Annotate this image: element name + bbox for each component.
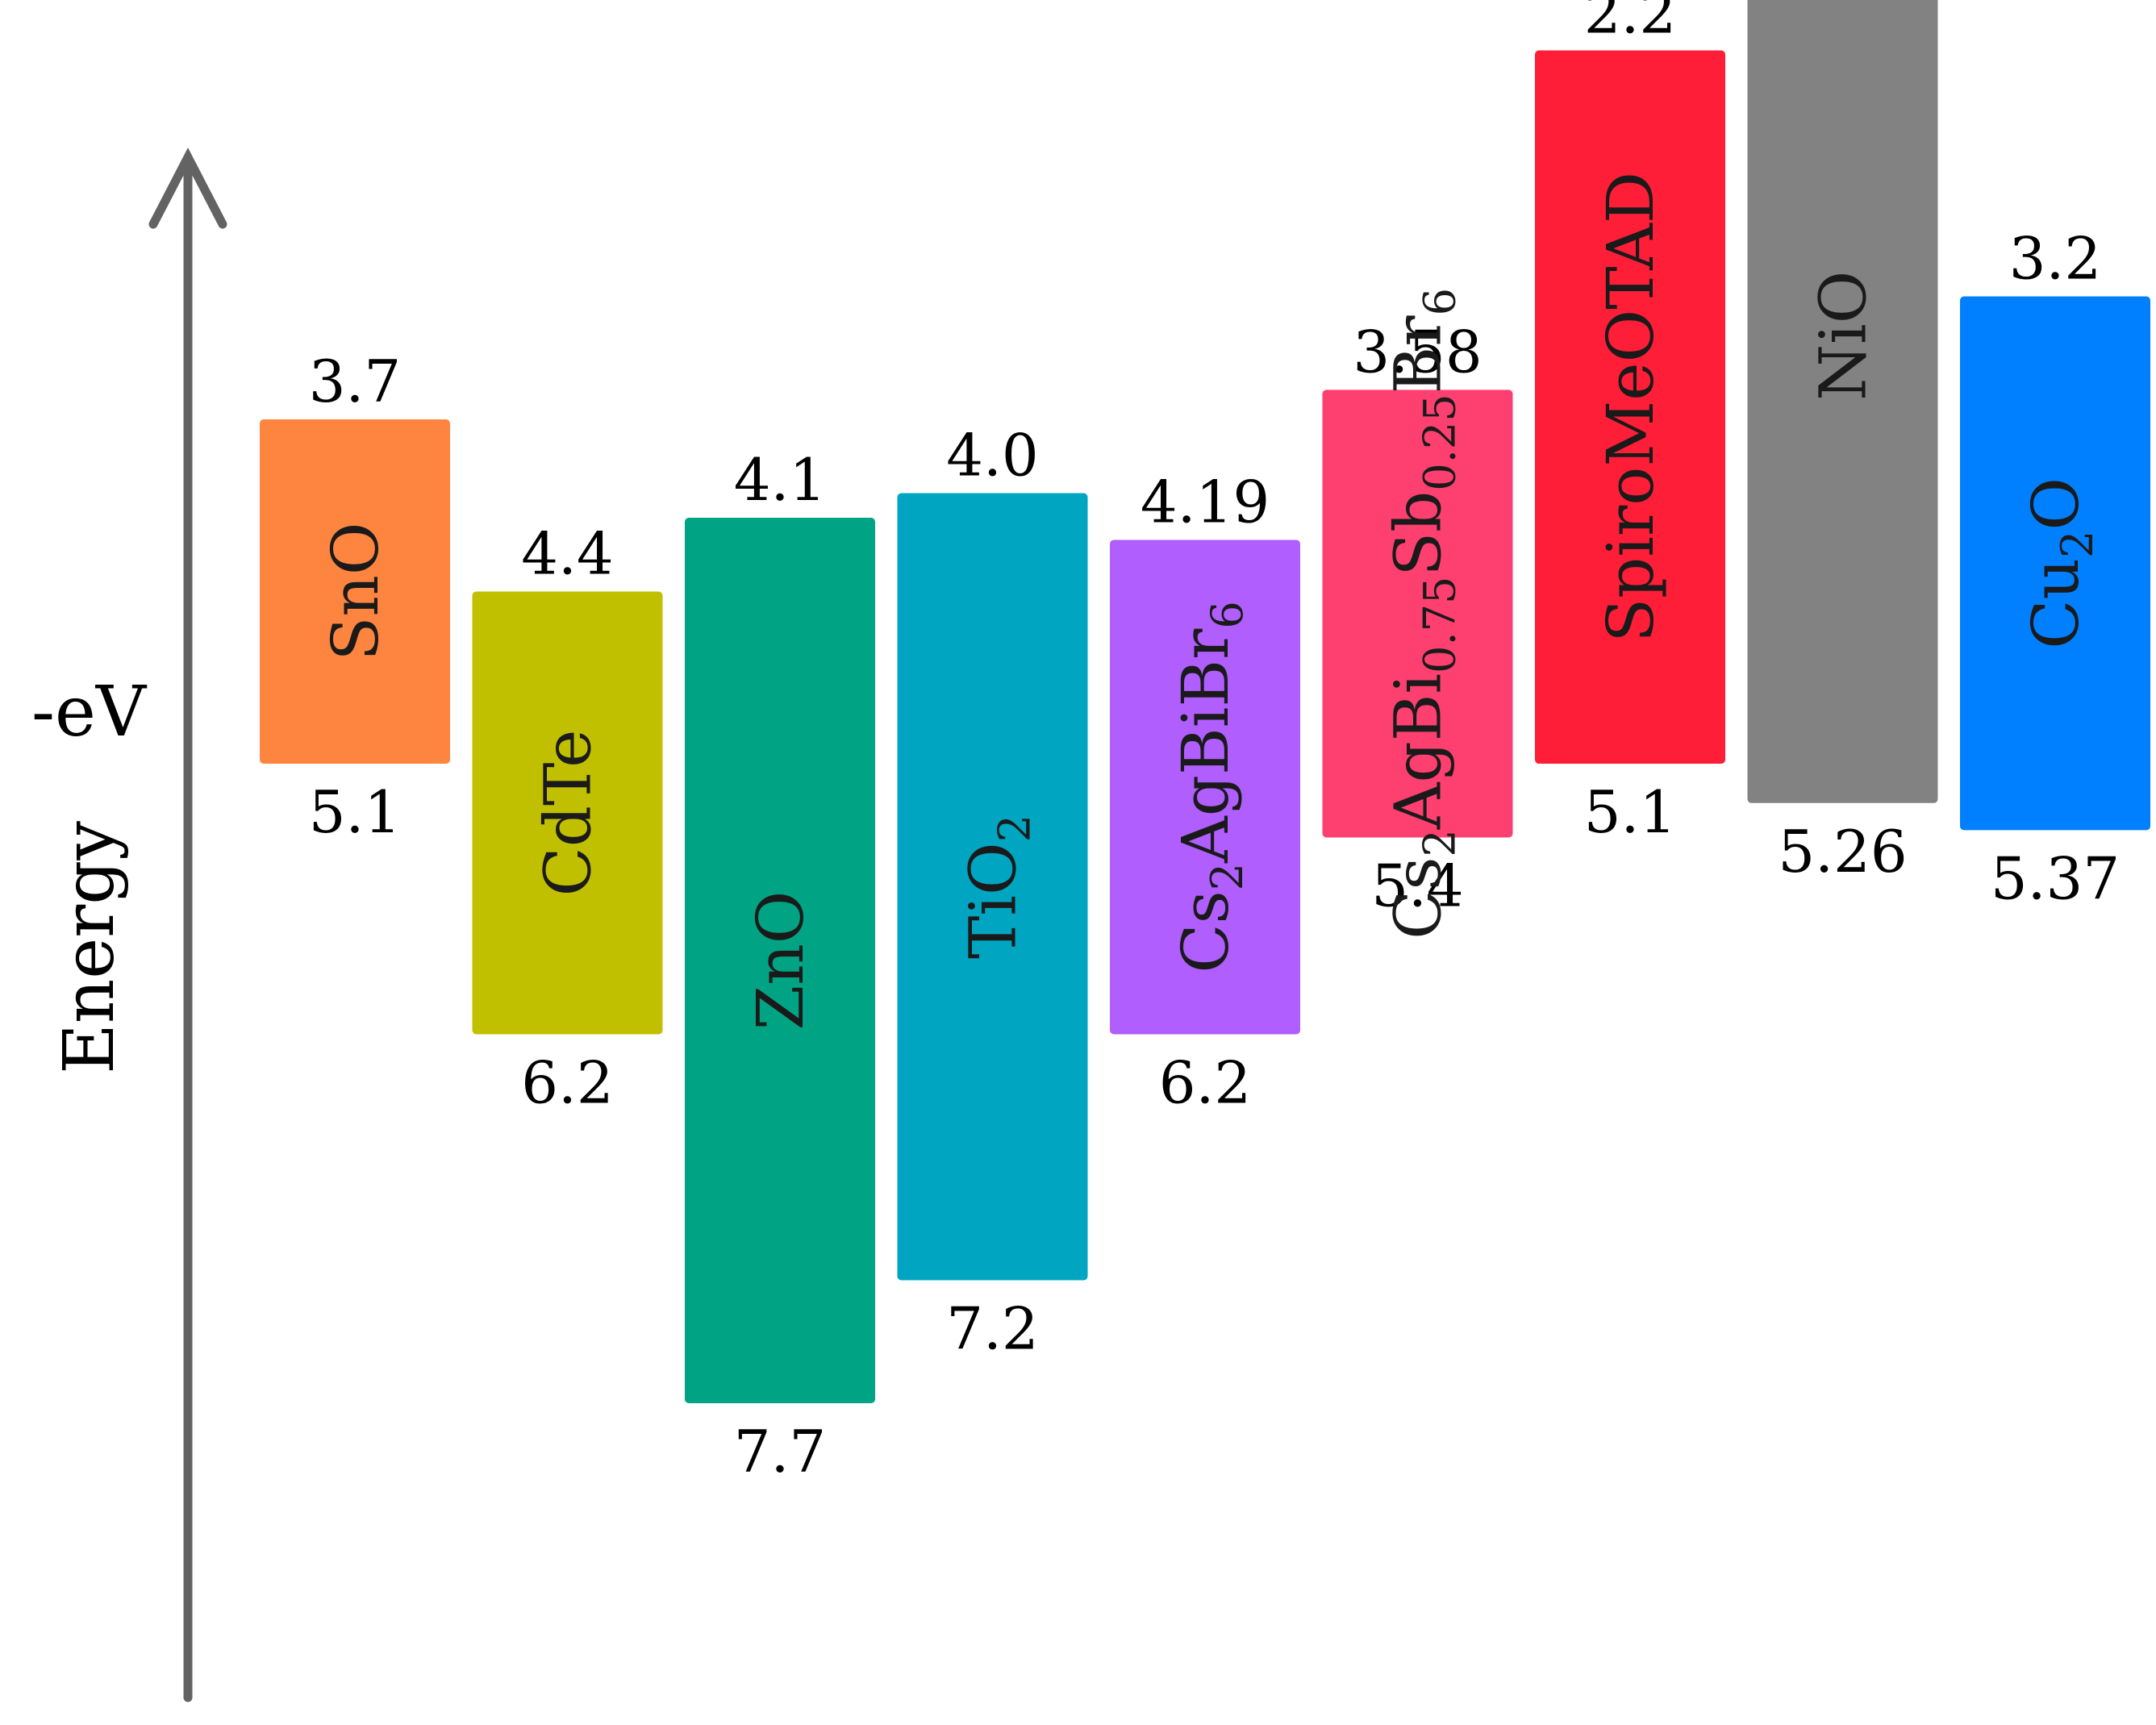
energy-axis (148, 148, 227, 1702)
band-bars: 3.7 5.1 SnO 4.4 6.2 CdTe 4.1 7.7 ZnO 4.0 7.2 TiO2 4.… (260, 0, 2150, 1485)
energy-axis-arrowhead (148, 148, 227, 229)
top-value-zno: 4.1 (734, 446, 827, 514)
top-value-cs2agbibr6: 4.19 (1141, 468, 1270, 535)
bottom-value-cs2agbibr6: 6.2 (1159, 1049, 1252, 1117)
label-spiromeotad: SpiroMeOTAD (1593, 172, 1668, 643)
label-nio: NiO (1806, 271, 1881, 401)
label-cdte: CdTe (531, 730, 606, 897)
axis-label-energy: Energy (49, 821, 130, 1074)
bottom-value-zno: 7.7 (734, 1418, 827, 1485)
bar-spiromeotad (1535, 50, 1725, 764)
bottom-value-sno: 5.1 (309, 778, 402, 846)
bottom-value-cs2agbi0-75sb0-25br6: 5.4 (1371, 852, 1464, 920)
top-value-tio2: 4.0 (946, 422, 1039, 490)
label-cs2agbi0-75sb0-25br6: Cs2AgBi0.75Sb0.25Br6 (1381, 288, 1466, 940)
axis-label-unit: -eV (31, 672, 148, 752)
top-value-spiromeotad: 2.2 (1584, 0, 1677, 47)
bar-cs2agbi0-75sb0-25br6 (1322, 390, 1513, 838)
label-cu2o: Cu2O (2018, 477, 2103, 649)
label-tio2: TiO2 (956, 815, 1040, 959)
bottom-value-spiromeotad: 5.1 (1584, 778, 1677, 846)
bar-sno (260, 419, 450, 764)
bar-tio2 (897, 493, 1088, 1281)
bar-cu2o (1960, 296, 2150, 831)
bar-cdte (472, 591, 663, 1035)
bar-nio (1747, 0, 1938, 803)
top-value-cdte: 4.4 (521, 520, 614, 588)
label-zno: ZnO (743, 891, 818, 1031)
label-sno: SnO (318, 523, 393, 661)
label-cs2agbibr6: Cs2AgBiBr6 (1168, 601, 1253, 973)
top-value-cu2o: 3.2 (2009, 225, 2102, 293)
bottom-value-cdte: 6.2 (521, 1049, 614, 1117)
bottom-value-cu2o: 5.37 (1991, 844, 2120, 912)
bottom-value-nio: 5.26 (1778, 818, 1907, 885)
bottom-value-tio2: 7.2 (946, 1295, 1039, 1363)
top-value-sno: 3.7 (309, 348, 402, 415)
bar-zno (685, 518, 875, 1403)
bar-cs2agbibr6 (1110, 540, 1300, 1035)
top-value-cs2agbi0-75sb0-25br6: 3.58 (1353, 318, 1482, 385)
